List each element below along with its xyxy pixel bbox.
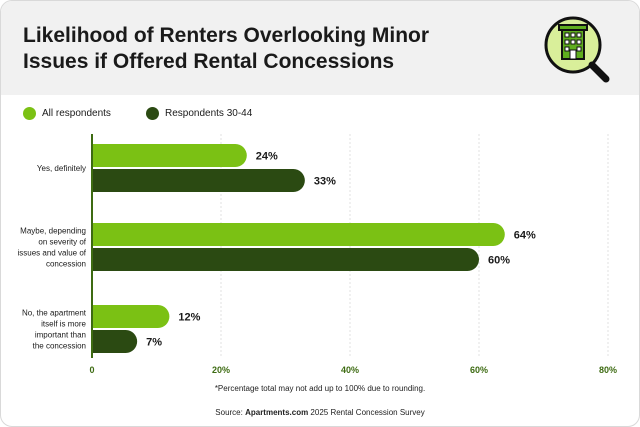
legend-label-respondents-30-44: Respondents 30-44 — [165, 108, 253, 119]
legend-item-all-respondents: All respondents — [23, 107, 111, 120]
category-label: on severity of — [38, 238, 86, 247]
bar — [92, 248, 480, 271]
chart-title: Likelihood of Renters Overlooking Minor … — [23, 23, 463, 75]
x-tick-label: 20% — [212, 365, 230, 375]
source-prefix: Source: — [215, 408, 246, 417]
legend-swatch-all-respondents — [23, 107, 36, 120]
legend-item-respondents-30-44: Respondents 30-44 — [146, 107, 252, 120]
bar — [92, 169, 305, 192]
x-tick-label: 40% — [341, 365, 359, 375]
data-label: 12% — [178, 312, 200, 324]
bar — [92, 305, 170, 328]
source-line: Source: Apartments.com 2025 Rental Conce… — [1, 408, 639, 417]
category-label: Yes, definitely — [37, 164, 86, 173]
bar — [92, 330, 138, 353]
category-label: No, the apartment — [22, 309, 87, 318]
source-suffix: 2025 Rental Concession Survey — [308, 408, 425, 417]
legend-label-all-respondents: All respondents — [42, 108, 111, 119]
legend-swatch-respondents-30-44 — [146, 107, 159, 120]
category-label: concession — [46, 260, 86, 269]
chart-title-line-1: Likelihood of Renters Overlooking Minor — [23, 24, 430, 47]
x-tick-label: 60% — [470, 365, 488, 375]
bar — [92, 223, 505, 246]
data-label: 60% — [488, 255, 510, 267]
building-magnifier-icon — [544, 16, 610, 83]
category-label: Maybe, depending — [20, 227, 86, 236]
data-label: 7% — [146, 337, 162, 349]
category-label: issues and value of — [18, 249, 87, 258]
chart-title-line-2: Issues if Offered Rental Concessions — [23, 50, 395, 73]
data-label: 33% — [314, 176, 336, 188]
x-tick-label: 80% — [599, 365, 617, 375]
category-label: itself is more — [41, 320, 86, 329]
bar — [92, 144, 247, 167]
category-label: the concession — [33, 342, 86, 351]
source-brand: Apartments.com — [245, 408, 309, 417]
data-label: 24% — [256, 151, 278, 163]
footnote: *Percentage total may not add up to 100%… — [214, 384, 426, 393]
header: Likelihood of Renters Overlooking Minor … — [1, 1, 639, 95]
category-label: important than — [35, 331, 86, 340]
x-tick-label: 0 — [89, 365, 94, 375]
data-label: 64% — [514, 230, 536, 242]
